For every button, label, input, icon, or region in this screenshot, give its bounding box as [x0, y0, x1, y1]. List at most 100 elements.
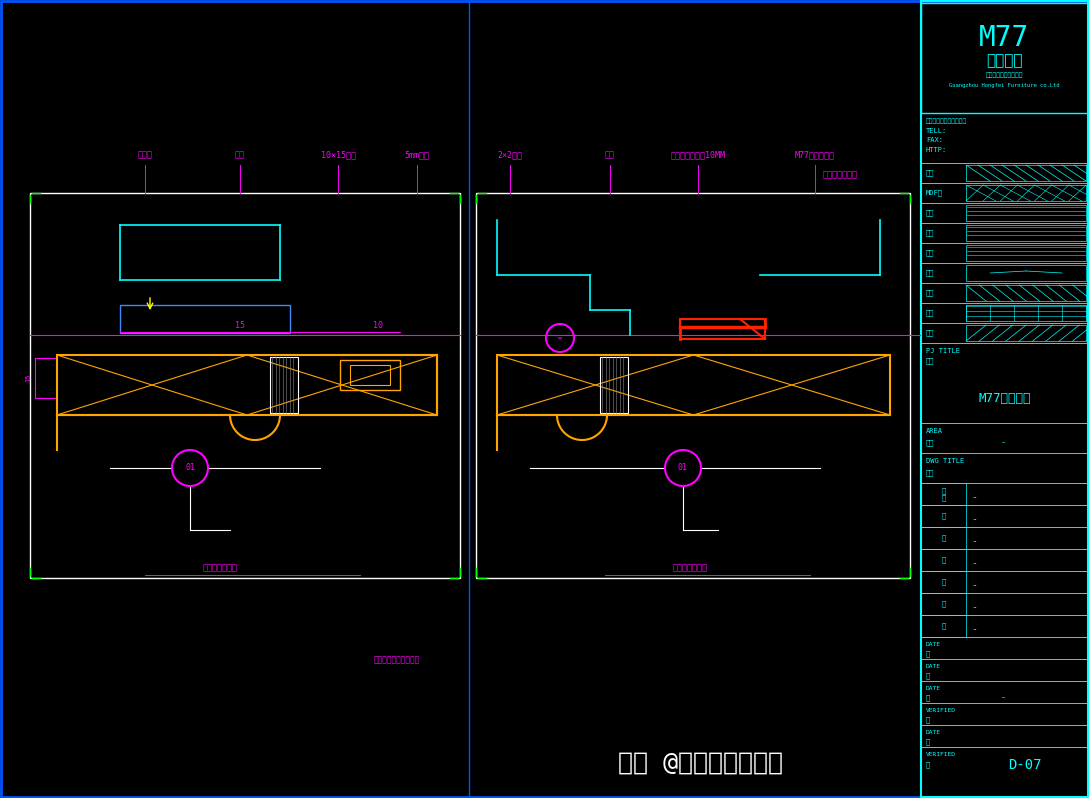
Text: M77: M77 — [979, 24, 1029, 52]
Text: 立
版: 立 版 — [941, 487, 945, 501]
Text: 家居定制: 家居定制 — [987, 53, 1023, 69]
Text: -: - — [971, 602, 977, 612]
Bar — [921, 593, 966, 615]
Bar — [921, 527, 1088, 549]
Text: 铝制: 铝制 — [926, 210, 934, 216]
Text: 广州市鸿飞家具有限公司: 广州市鸿飞家具有限公司 — [926, 118, 967, 124]
Text: 填料: 填料 — [926, 290, 934, 296]
Bar — [921, 183, 1088, 203]
Text: 玉材: 玉材 — [926, 250, 934, 256]
Bar — [921, 571, 966, 593]
Text: 册: 册 — [941, 512, 945, 519]
Bar — [921, 3, 1088, 113]
Text: DATE: DATE — [926, 729, 941, 734]
Bar — [340, 360, 400, 390]
Text: Guangzhou Hongfei Furniture co.Ltd: Guangzhou Hongfei Furniture co.Ltd — [950, 82, 1060, 88]
Bar — [921, 725, 1088, 747]
Bar — [921, 483, 1088, 505]
Text: 固定尺寸不能变: 固定尺寸不能变 — [203, 563, 237, 572]
Bar — [921, 703, 1088, 725]
Bar — [497, 355, 890, 415]
Bar — [921, 637, 1088, 659]
Text: -: - — [971, 580, 977, 590]
Text: DWG TITLE: DWG TITLE — [926, 458, 964, 464]
Text: VERIFIED: VERIFIED — [926, 753, 956, 757]
Text: VERIFIED: VERIFIED — [926, 708, 956, 713]
Text: 图比: 图比 — [926, 470, 934, 476]
Text: DATE: DATE — [926, 642, 941, 646]
Bar — [921, 163, 1088, 183]
Text: MDF板: MDF板 — [926, 190, 943, 196]
Text: M77玻璃门板: M77玻璃门板 — [978, 392, 1031, 405]
Bar — [921, 263, 1088, 283]
Text: 导月: 导月 — [926, 230, 934, 236]
Text: M77定制挂走条: M77定制挂走条 — [795, 151, 835, 160]
Text: -: - — [971, 514, 977, 524]
Bar — [921, 483, 966, 505]
Bar — [30, 193, 460, 578]
Text: -: - — [971, 624, 977, 634]
Bar — [120, 305, 290, 333]
Text: 辅: 辅 — [941, 535, 945, 541]
Text: 01: 01 — [678, 464, 688, 472]
Bar — [921, 659, 1088, 681]
Text: 主木: 主木 — [926, 170, 934, 176]
Bar — [921, 615, 1088, 637]
Bar — [921, 549, 966, 571]
Text: 图纸: 图纸 — [926, 440, 934, 446]
Text: FAX:: FAX: — [926, 137, 943, 143]
Text: 柜门板保护装置: 柜门板保护装置 — [822, 171, 857, 180]
Text: 层板: 层板 — [235, 151, 245, 160]
Bar — [921, 681, 1088, 703]
Text: 且材: 且材 — [926, 310, 934, 316]
Text: DATE: DATE — [926, 663, 941, 669]
Bar — [921, 453, 1088, 483]
Text: 5mm滑槽: 5mm滑槽 — [404, 151, 429, 160]
Bar — [966, 245, 1086, 261]
Text: DATE: DATE — [926, 685, 941, 690]
Bar — [57, 355, 437, 415]
Text: 描: 描 — [926, 739, 930, 745]
Text: 15: 15 — [25, 373, 30, 382]
Text: -: - — [971, 536, 977, 546]
Bar — [680, 319, 764, 339]
Text: 15: 15 — [235, 322, 245, 330]
Text: 讲: 讲 — [941, 557, 945, 563]
Bar — [921, 203, 1088, 223]
Bar — [476, 193, 910, 578]
Bar — [921, 505, 966, 527]
Bar — [966, 305, 1086, 321]
Text: -: - — [971, 492, 977, 502]
Bar — [921, 593, 1088, 615]
Text: 核: 核 — [926, 762, 930, 768]
Bar — [921, 1, 1088, 797]
Bar — [921, 343, 1088, 423]
Text: TELL:: TELL: — [926, 128, 947, 134]
Bar — [350, 365, 390, 385]
Text: 01: 01 — [185, 464, 195, 472]
Text: -: - — [971, 558, 977, 568]
Text: 头条 @火车头室内设计: 头条 @火车头室内设计 — [617, 751, 783, 775]
Bar — [966, 185, 1086, 201]
Bar — [966, 285, 1086, 301]
Text: HTTP:: HTTP: — [926, 147, 947, 153]
Bar — [966, 325, 1086, 341]
Text: 图号: 图号 — [926, 358, 934, 365]
Bar — [921, 423, 1088, 453]
Text: 玻璃: 玻璃 — [926, 270, 934, 276]
Text: 固定尺寸不能变: 固定尺寸不能变 — [673, 563, 708, 572]
Text: 2×2支撑: 2×2支撑 — [498, 151, 523, 160]
Bar — [921, 303, 1088, 323]
Text: 10×15环条: 10×15环条 — [320, 151, 355, 160]
Bar — [921, 505, 1088, 527]
Bar — [921, 549, 1088, 571]
Text: AREA: AREA — [926, 428, 943, 434]
Text: 点: 点 — [941, 622, 945, 630]
Bar — [921, 223, 1088, 243]
Bar — [966, 165, 1086, 181]
Bar — [921, 283, 1088, 303]
Bar — [921, 747, 1088, 796]
Text: 制: 制 — [926, 695, 930, 701]
Text: 此尺寸不能不于10MM: 此尺寸不能不于10MM — [671, 151, 725, 160]
Bar — [921, 243, 1088, 263]
